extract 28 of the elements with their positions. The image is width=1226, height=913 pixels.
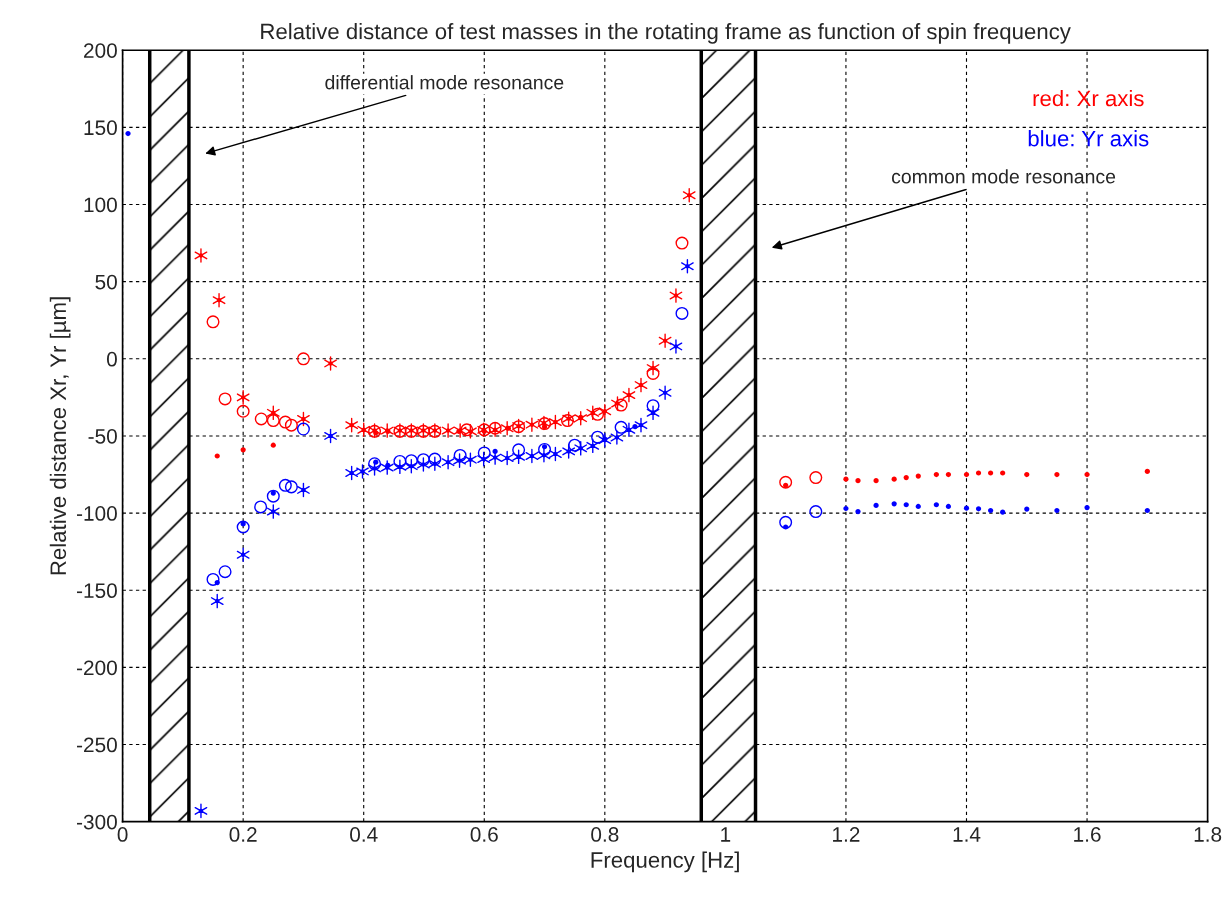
y-tick-label: -150: [76, 583, 117, 599]
annotation: red: Xr axis: [1033, 90, 1144, 107]
y-tick-label: 50: [95, 274, 117, 290]
y-tick-label: 100: [84, 197, 117, 213]
chart-title: Relative distance of test masses in the rotating frame as function of spin frequency: [261, 23, 1071, 44]
x-tick-label: 1.2: [833, 827, 860, 842]
y-tick-label: -200: [76, 660, 117, 676]
x-tick-label: 0.6: [470, 827, 498, 842]
y-tick-label: -300: [76, 814, 117, 830]
annotation: differential mode resonance: [325, 75, 564, 90]
x-tick-label: 1.6: [1074, 827, 1101, 842]
x-tick-label: 0: [117, 827, 128, 842]
y-tick-label: 150: [84, 120, 117, 136]
x-tick-label: 0.4: [350, 827, 378, 842]
y-tick-label: -100: [76, 506, 117, 521]
x-tick-label: 1.8: [1194, 827, 1222, 842]
y-axis-title: Relative distance Xr, Yr [µm]: [49, 297, 71, 575]
y-tick-label: 0: [106, 351, 117, 367]
annotation: blue: Yr axis: [1028, 130, 1149, 147]
y-tick-label: -50: [88, 428, 117, 444]
x-tick-label: 0.2: [229, 827, 257, 842]
x-tick-label: 1: [721, 827, 731, 842]
y-tick-label: -250: [76, 737, 117, 753]
x-tick-label: 1.4: [953, 827, 981, 842]
x-axis-title: Frequency [Hz]: [591, 851, 739, 873]
x-tick-label: 0.8: [591, 827, 619, 842]
annotation: common mode resonance: [891, 169, 1116, 184]
y-tick-label: 200: [84, 43, 117, 58]
